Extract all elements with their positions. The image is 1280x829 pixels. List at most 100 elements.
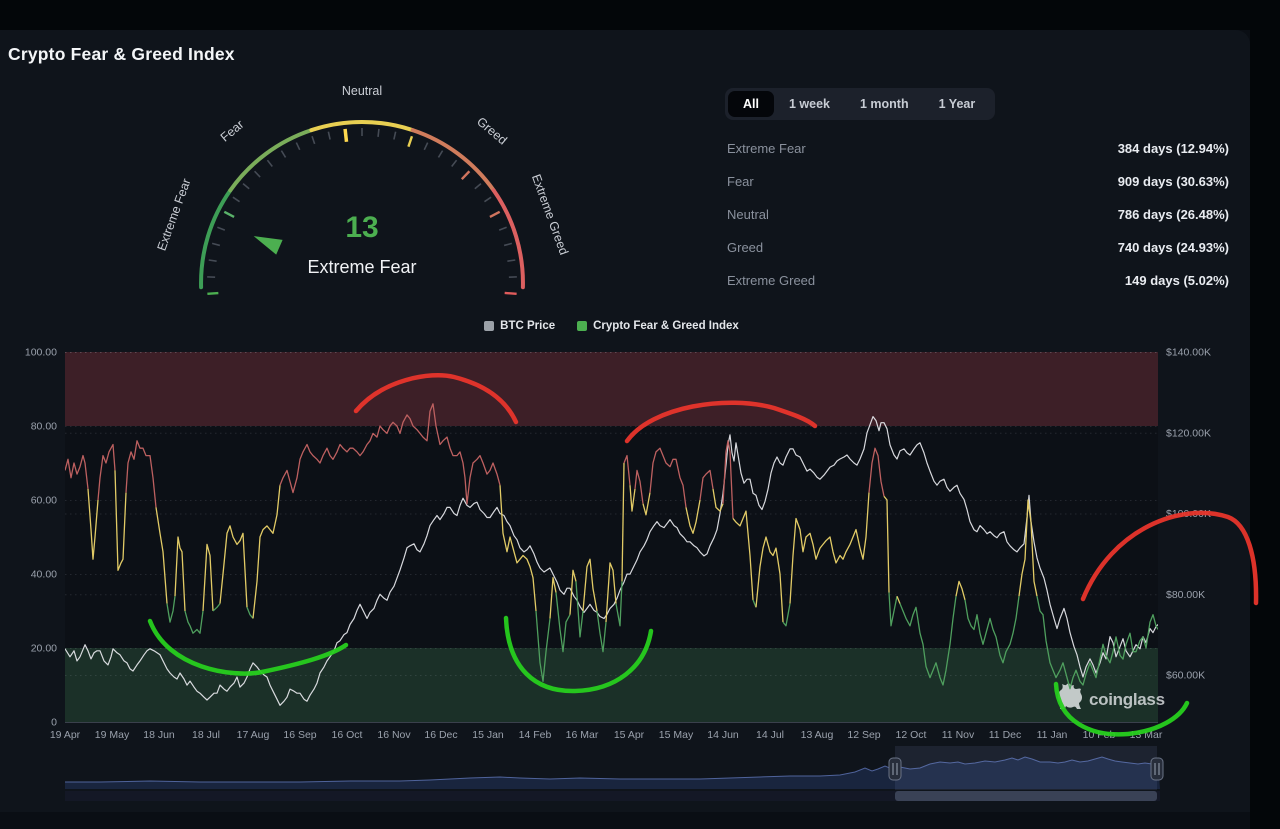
stat-value: 384 days (12.94%) <box>1118 141 1229 156</box>
page-title: Crypto Fear & Greed Index <box>8 44 235 65</box>
x-tick-label: 16 Sep <box>283 729 316 741</box>
gauge-arc-segment <box>201 190 230 287</box>
x-tick-label: 14 Jun <box>707 729 739 741</box>
x-tick-label: 12 Oct <box>896 729 927 741</box>
y-right-tick-label: $120.00K <box>1166 427 1211 439</box>
gauge-zone-label: Greed <box>474 114 510 147</box>
legend-label: Crypto Fear & Greed Index <box>593 320 739 332</box>
fear-greed-gauge: Extreme Fear Fear Neutral Greed Extreme Gree… <box>155 84 572 294</box>
x-tick-label: 15 Apr <box>614 729 645 741</box>
gauge-zone-label: Extreme Greed <box>529 172 571 256</box>
legend-item[interactable]: Crypto Fear & Greed Index <box>577 320 739 332</box>
gauge-tick <box>255 171 261 177</box>
gauge-value: 13 <box>345 211 378 244</box>
navigator-handle-left[interactable] <box>889 758 901 780</box>
x-tick-label: 16 Mar <box>566 729 599 741</box>
stat-row: Extreme Fear 384 days (12.94%) <box>727 132 1229 165</box>
legend-item[interactable]: BTC Price <box>484 320 555 332</box>
x-tick-label: 11 Dec <box>989 729 1022 741</box>
navigator-selection[interactable] <box>895 746 1157 790</box>
gauge-tick <box>408 136 412 146</box>
legend-label: BTC Price <box>500 320 555 332</box>
gauge-tick <box>505 293 517 294</box>
y-left-tick-label: 80.00 <box>31 421 57 433</box>
x-tick-label: 19 Apr <box>50 729 81 741</box>
range-tab-all[interactable]: All <box>728 91 774 117</box>
gauge-tick <box>424 143 427 150</box>
x-tick-label: 16 Dec <box>424 729 457 741</box>
gauge-zone-label: Extreme Fear <box>155 177 194 253</box>
gauge-tick <box>484 197 491 201</box>
y-left-tick-label: 60.00 <box>31 495 57 507</box>
gauge-tick <box>281 151 285 158</box>
gauge-tick <box>328 132 330 140</box>
stat-label: Fear <box>727 174 754 189</box>
gauge-tick <box>378 129 379 137</box>
stat-label: Extreme Greed <box>727 273 815 288</box>
x-tick-label: 18 Jul <box>192 729 220 741</box>
x-tick-label: 13 Aug <box>801 729 834 741</box>
y-left-tick-label: 20.00 <box>31 643 57 655</box>
x-tick-label: 11 Nov <box>942 729 975 741</box>
y-left-tick-label: 100.00 <box>25 347 57 359</box>
gauge-tick <box>394 132 396 140</box>
gauge-tick <box>243 184 249 189</box>
stat-label: Greed <box>727 240 763 255</box>
x-tick-label: 16 Nov <box>377 729 411 741</box>
gauge-tick <box>233 197 240 201</box>
x-tick-label: 14 Feb <box>519 729 552 741</box>
gauge-tick <box>345 129 346 142</box>
x-tick-label: 14 Jul <box>756 729 784 741</box>
y-right-tick-label: $140.00K <box>1166 347 1211 359</box>
gauge-tick <box>504 243 512 245</box>
handle-grip-icon <box>1151 758 1163 780</box>
stat-row: Neutral 786 days (26.48%) <box>727 198 1229 231</box>
gauge-tick <box>296 143 299 150</box>
gauge-tick <box>475 184 481 189</box>
gauge-tick <box>267 160 272 166</box>
x-tick-label: 18 Jun <box>143 729 175 741</box>
gauge-tick <box>462 171 470 179</box>
fear-greed-dashboard: 100.0080.0060.0040.0020.000$140.00K$120.… <box>0 0 1280 829</box>
x-tick-label: 19 May <box>95 729 130 741</box>
gauge-tick <box>212 243 220 245</box>
gauge-tick <box>224 212 234 217</box>
legend-swatch-icon <box>577 321 587 331</box>
navigator-handle-right[interactable] <box>1151 758 1163 780</box>
stat-value: 149 days (5.02%) <box>1125 273 1229 288</box>
gauge-tick <box>499 227 506 230</box>
x-tick-label: 12 Sep <box>847 729 880 741</box>
y-left-tick-label: 40.00 <box>31 569 57 581</box>
gauge-zone-label: Fear <box>218 117 247 144</box>
y-right-tick-label: $60.00K <box>1166 670 1205 682</box>
stat-row: Greed 740 days (24.93%) <box>727 231 1229 264</box>
range-tab-1-month[interactable]: 1 month <box>845 91 924 117</box>
stat-row: Extreme Greed 149 days (5.02%) <box>727 264 1229 297</box>
gauge-classification: Extreme Fear <box>307 257 416 277</box>
stat-value: 740 days (24.93%) <box>1118 240 1229 255</box>
gauge-needle <box>254 236 283 255</box>
gauge-tick <box>209 260 217 261</box>
stat-label: Extreme Fear <box>727 141 806 156</box>
x-tick-label: 11 Jan <box>1037 729 1068 741</box>
gauge-tick <box>217 227 224 230</box>
x-tick-label: 16 Oct <box>332 729 363 741</box>
range-tabs: All1 week1 month1 Year <box>725 88 995 120</box>
handle-grip-icon <box>889 758 901 780</box>
gauge-arc-segment <box>230 130 311 190</box>
gauge-tick <box>438 151 442 158</box>
scrollbar-thumb[interactable] <box>895 791 1157 801</box>
gauge-arc-segment <box>494 190 523 287</box>
legend-swatch-icon <box>484 321 494 331</box>
stat-value: 786 days (26.48%) <box>1118 207 1229 222</box>
x-tick-label: 15 May <box>659 729 694 741</box>
y-right-tick-label: $80.00K <box>1166 589 1205 601</box>
x-tick-label: 17 Aug <box>237 729 270 741</box>
stat-row: Fear909 days (30.63%) <box>727 165 1229 198</box>
range-tab-1-year[interactable]: 1 Year <box>924 91 991 117</box>
stat-label: Neutral <box>727 207 769 222</box>
gauge-zone-label: Neutral <box>342 84 382 98</box>
chart-legend: BTC Price Crypto Fear & Greed Index <box>65 320 1158 332</box>
greed-zone-band <box>65 352 1158 426</box>
range-tab-1-week[interactable]: 1 week <box>774 91 845 117</box>
